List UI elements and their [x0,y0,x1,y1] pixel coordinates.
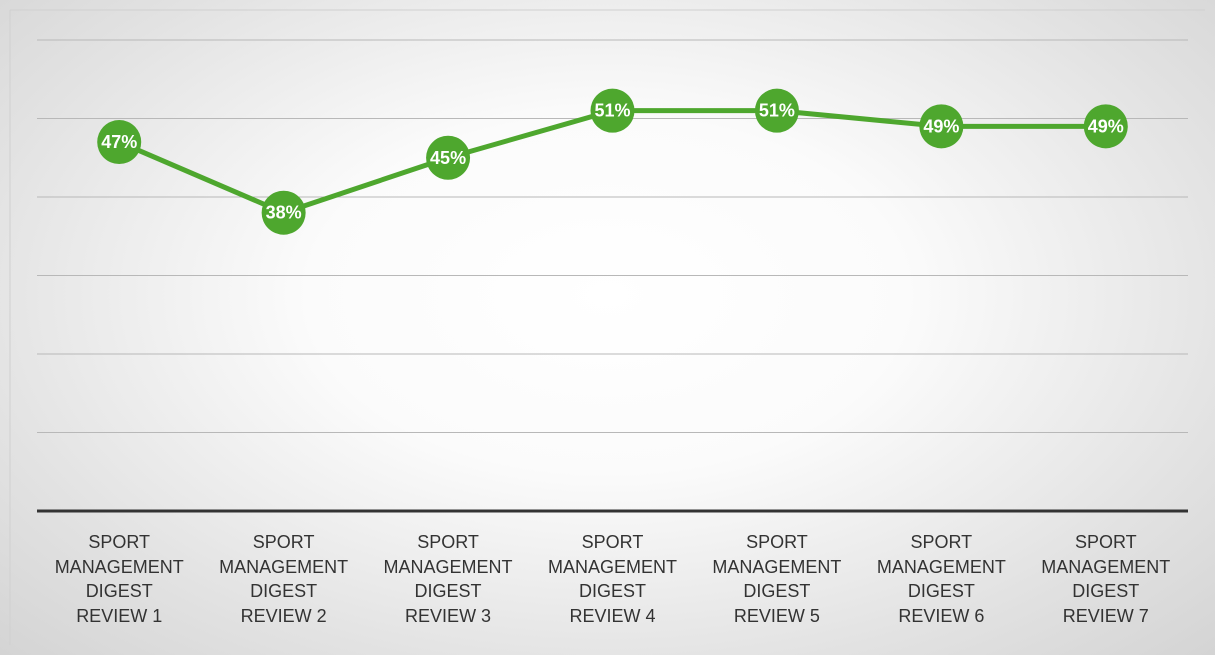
x-tick-label: SPORT MANAGEMENT DIGEST REVIEW 1 [54,532,184,626]
data-label: 51% [759,101,795,121]
marker [754,88,799,133]
marker [261,190,306,235]
data-label: 45% [430,148,466,168]
marker [1083,104,1128,149]
x-tick-label: SPORT MANAGEMENT DIGEST REVIEW 6 [876,532,1006,626]
data-label: 38% [266,203,302,223]
x-tick-label: SPORT MANAGEMENT DIGEST REVIEW 3 [383,532,513,626]
marker [426,135,471,180]
x-tick-label: SPORT MANAGEMENT DIGEST REVIEW 7 [1041,532,1171,626]
marker [919,104,964,149]
data-label: 49% [1088,116,1124,136]
marker [97,120,142,165]
data-label: 51% [594,101,630,121]
marker [590,88,635,133]
x-tick-label: SPORT MANAGEMENT DIGEST REVIEW 5 [712,532,842,626]
data-label: 49% [923,116,959,136]
data-label: 47% [101,132,137,152]
x-tick-label: SPORT MANAGEMENT DIGEST REVIEW 2 [219,532,349,626]
x-tick-label: SPORT MANAGEMENT DIGEST REVIEW 4 [547,532,677,626]
